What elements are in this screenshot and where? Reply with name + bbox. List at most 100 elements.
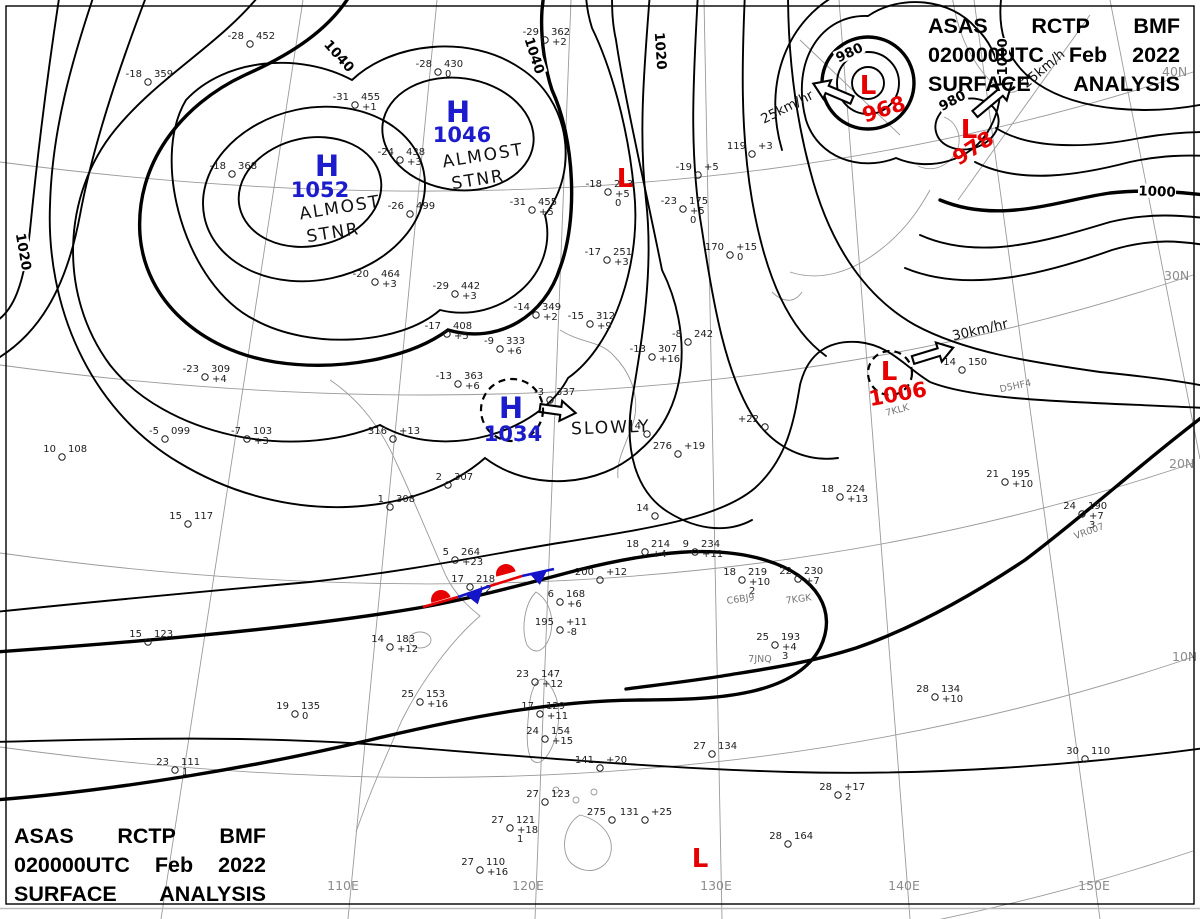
station-plot: -9 333+6 xyxy=(484,336,525,357)
front-segment xyxy=(489,574,523,588)
svg-text:316: 316 xyxy=(368,426,387,437)
svg-text:+19: +19 xyxy=(684,441,705,452)
svg-text:25: 25 xyxy=(401,689,414,700)
station-plot: 22 230+7 xyxy=(779,566,823,587)
station-plot: 200 +12 xyxy=(575,567,627,584)
isobars xyxy=(0,0,1200,802)
svg-text:+16: +16 xyxy=(427,699,448,710)
svg-text:+4: +4 xyxy=(212,374,227,385)
station-plot: 6 168+6 xyxy=(548,589,585,610)
station-plot: -5 099 xyxy=(149,426,190,443)
svg-text:234: 234 xyxy=(701,539,720,550)
isobar-line xyxy=(0,340,1200,613)
svg-text:-23: -23 xyxy=(661,196,677,207)
station-plot: -13 363+6 xyxy=(436,371,483,392)
station-plot: 10 108 xyxy=(43,444,87,461)
svg-text:20N: 20N xyxy=(1169,456,1194,471)
high-center-symbol: H xyxy=(499,391,523,425)
svg-text:0: 0 xyxy=(445,69,451,80)
isobar-line xyxy=(692,0,839,460)
svg-text:17: 17 xyxy=(451,574,464,585)
svg-text:195: 195 xyxy=(535,617,554,628)
movement-arrows xyxy=(538,78,1014,423)
title-line-3: SURFACE ANALYSIS xyxy=(14,880,266,909)
svg-text:23: 23 xyxy=(516,669,529,680)
isobar-line xyxy=(381,76,535,192)
station-plot: -18 368 xyxy=(210,161,257,178)
svg-text:+3: +3 xyxy=(254,436,269,447)
svg-text:-13: -13 xyxy=(630,344,646,355)
station-plot: -8 242 xyxy=(672,329,713,346)
svg-text:+25: +25 xyxy=(651,807,672,818)
title-word: BMF xyxy=(219,824,266,848)
isobar-line xyxy=(0,737,1200,774)
station-plot: 275 xyxy=(587,807,616,824)
isobar-line xyxy=(904,240,1200,282)
svg-text:+5: +5 xyxy=(704,162,719,173)
svg-text:+20: +20 xyxy=(606,755,627,766)
svg-text:190: 190 xyxy=(1088,501,1107,512)
title-word: 020000UTC xyxy=(928,43,1044,67)
svg-text:18: 18 xyxy=(821,484,834,495)
high-center-symbol: H xyxy=(315,149,339,183)
warm-front-pip xyxy=(431,590,451,603)
isobar-value-label: 980 xyxy=(832,39,866,66)
svg-text:-18: -18 xyxy=(210,161,226,172)
svg-text:312: 312 xyxy=(596,311,615,322)
svg-text:193: 193 xyxy=(781,632,800,643)
svg-text:28: 28 xyxy=(916,684,929,695)
station-plot: 170 +150 xyxy=(705,242,757,263)
svg-text:168: 168 xyxy=(566,589,585,600)
svg-text:359: 359 xyxy=(154,69,173,80)
station-plot: 17 218+2 xyxy=(451,574,495,595)
ship-callsign: 7KGK xyxy=(785,592,813,607)
isobar-line xyxy=(0,549,829,802)
station-plot: -26 499 xyxy=(388,201,435,218)
svg-text:4: 4 xyxy=(635,421,641,432)
title-word: Feb xyxy=(154,853,194,877)
svg-text:+5: +5 xyxy=(690,206,705,217)
isobar-value-label: 1020 xyxy=(651,31,670,71)
svg-text:0: 0 xyxy=(690,215,696,226)
low-center-symbol: L xyxy=(961,115,978,145)
svg-text:14: 14 xyxy=(636,503,649,514)
isobar-line xyxy=(0,0,146,358)
svg-text:+6: +6 xyxy=(507,346,522,357)
center-pressure-value: 1006 xyxy=(867,377,929,411)
svg-text:-18: -18 xyxy=(586,179,602,190)
center-motion-circle xyxy=(866,349,914,397)
annotation-text: SLOWLY xyxy=(571,417,651,440)
svg-text:147: 147 xyxy=(541,669,560,680)
svg-text:455: 455 xyxy=(538,197,557,208)
title-word: 2022 xyxy=(1132,43,1180,67)
svg-text:+17: +17 xyxy=(844,782,865,793)
title-word: 2022 xyxy=(218,853,266,877)
coastlines xyxy=(329,0,1019,871)
isobar-value-label: 1000 xyxy=(1137,183,1177,201)
chart-title-top-right: ASAS RCTP BMF 020000UTC Feb 2022 SURFACE… xyxy=(928,12,1180,99)
svg-text:+4: +4 xyxy=(652,549,667,560)
isobar-line xyxy=(741,0,827,357)
svg-text:120E: 120E xyxy=(512,878,544,893)
center-pressure-value: 1034 xyxy=(484,422,542,446)
svg-text:129: 129 xyxy=(546,701,565,712)
station-plot: -17 251+3 xyxy=(585,247,632,268)
stationary-front xyxy=(422,564,555,609)
svg-text:+11: +11 xyxy=(566,617,587,628)
svg-text:164: 164 xyxy=(794,831,813,842)
station-plot: -18 213+50 xyxy=(586,179,633,209)
station-plot: 27 121+181 xyxy=(491,815,538,845)
station-plot: 316 +13 xyxy=(368,426,420,443)
svg-text:+5: +5 xyxy=(539,207,554,218)
svg-text:+3: +3 xyxy=(382,279,397,290)
svg-text:110: 110 xyxy=(486,857,505,868)
ship-callsign: 7JNQ xyxy=(748,654,771,665)
svg-text:-7: -7 xyxy=(231,426,241,437)
svg-text:430: 430 xyxy=(444,59,463,70)
station-plot: -28 452 xyxy=(228,31,275,48)
svg-text:15: 15 xyxy=(129,629,142,640)
chart-title-bottom-left: ASAS RCTP BMF 020000UTC Feb 2022 SURFACE… xyxy=(14,822,266,909)
low-center-symbol: L xyxy=(860,71,877,101)
